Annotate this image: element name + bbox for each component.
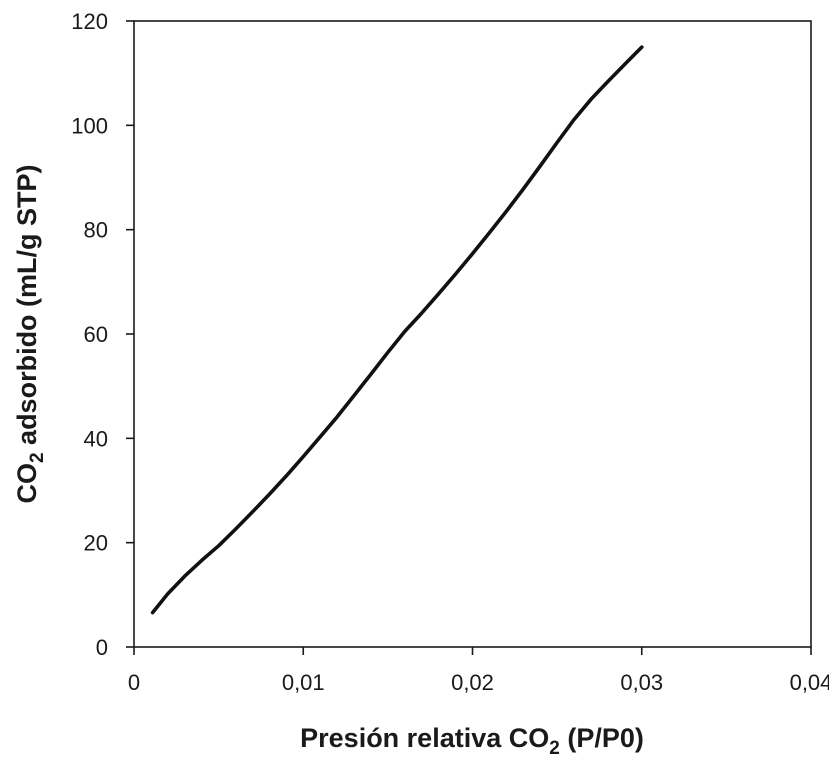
x-tick-label: 0,02 (451, 670, 494, 695)
x-tick-label: 0,01 (282, 670, 325, 695)
x-tick-label: 0,03 (620, 670, 663, 695)
y-tick-label: 80 (84, 218, 108, 243)
x-axis-title: Presión relativa CO2 (P/P0) (300, 723, 644, 759)
series-line (150, 45, 644, 615)
x-tick-label: 0 (128, 670, 140, 695)
y-tick-label: 120 (71, 9, 108, 34)
y-tick-label: 100 (71, 113, 108, 138)
y-tick-label: 40 (84, 426, 108, 451)
y-axis: 0 20 40 60 80 100 120 (71, 9, 134, 660)
y-tick-label: 0 (96, 635, 108, 660)
y-tick-label: 60 (84, 322, 108, 347)
plot-area (133, 20, 812, 648)
x-axis: 0 0,01 0,02 0,03 0,04 (128, 647, 829, 695)
y-tick-label: 20 (84, 531, 108, 556)
x-tick-label: 0,04 (790, 670, 829, 695)
y-axis-title: CO2 adsorbido (mL/g STP) (12, 164, 48, 503)
